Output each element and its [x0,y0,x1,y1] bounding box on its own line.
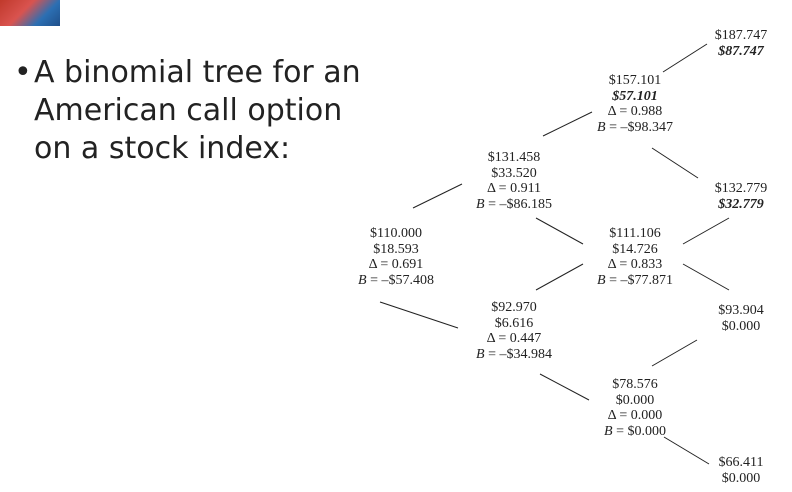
tree-node-up: $131.458 $33.520 Δ = 0.911 B = –$86.185 [459,150,569,212]
tree-edge [412,183,463,209]
node-option-value: $0.000 [615,392,655,408]
bullet-text: A binomial tree for an American call opt… [34,54,361,168]
node-stock-price: $78.576 [612,377,658,392]
b-label: B [476,346,485,362]
node-delta: Δ = 0.000 [607,408,663,423]
node-delta: Δ = 0.691 [368,257,424,272]
node-b-value: B = $0.000 [580,424,690,440]
node-stock-price: $92.970 [491,300,537,315]
node-stock-price: $66.411 [718,455,764,470]
b-label: B [597,272,606,288]
tree-node-terminal-2: $132.779 $32.779 [686,181,792,212]
node-stock-price: $93.904 [718,303,764,318]
tree-node-up-up: $157.101 $57.101 Δ = 0.988 B = –$98.347 [580,73,690,135]
tree-node-down-down: $78.576 $0.000 Δ = 0.000 B = $0.000 [580,377,690,439]
b-label: B [597,119,606,135]
node-b-value: B = –$34.984 [459,347,569,363]
node-option-value-exercise: $32.779 [718,196,764,212]
tree-node-down: $92.970 $6.616 Δ = 0.447 B = –$34.984 [459,300,569,362]
node-option-value: $0.000 [721,318,761,334]
corner-logo [0,0,60,26]
node-stock-price: $111.106 [609,226,661,241]
node-delta: Δ = 0.988 [607,104,663,119]
bullet-line-3: on a stock index: [34,131,291,166]
tree-edge [379,301,459,329]
tree-node-terminal-4: $66.411 $0.000 [686,455,792,486]
node-option-value: $33.520 [491,165,537,181]
bullet-dot: • [14,55,32,90]
node-b-amount: = –$98.347 [609,119,673,135]
tree-edge [542,111,593,137]
tree-edge [539,373,590,401]
node-option-value: $0.000 [721,470,761,486]
tree-edge [682,263,730,291]
tree-edge [682,217,730,245]
bullet-line-1: A binomial tree for an [34,55,361,90]
node-b-value: B = –$98.347 [580,120,690,136]
tree-edge [651,339,698,367]
tree-node-root: $110.000 $18.593 Δ = 0.691 B = –$57.408 [341,226,451,288]
node-delta: Δ = 0.833 [607,257,663,272]
tree-node-terminal-3: $93.904 $0.000 [686,303,792,334]
tree-edge [651,147,699,179]
tree-edge [535,263,584,291]
tree-node-up-down: $111.106 $14.726 Δ = 0.833 B = –$77.871 [580,226,690,288]
node-option-value: $14.726 [612,241,658,257]
node-option-value: $6.616 [494,315,534,331]
node-delta: Δ = 0.911 [486,181,542,196]
node-option-value: $18.593 [373,241,419,257]
tree-node-terminal-1: $187.747 $87.747 [686,28,792,59]
node-stock-price: $131.458 [487,150,541,165]
b-label: B [476,196,485,212]
b-label: B [358,272,367,288]
node-b-amount: = $0.000 [616,423,666,439]
node-b-value: B = –$57.408 [341,273,451,289]
node-delta: Δ = 0.447 [486,331,542,346]
node-b-amount: = –$86.185 [488,196,552,212]
node-option-value-exercise: $87.747 [718,43,764,59]
node-stock-price: $157.101 [608,73,662,88]
node-option-value-exercise: $57.101 [612,88,658,104]
node-stock-price: $110.000 [370,226,422,241]
tree-edge [535,217,584,245]
node-b-value: B = –$77.871 [580,273,690,289]
node-stock-price: $132.779 [714,181,768,196]
tree-edge [663,436,710,465]
b-label: B [604,423,613,439]
node-b-amount: = –$57.408 [370,272,434,288]
node-b-amount: = –$34.984 [488,346,552,362]
node-b-value: B = –$86.185 [459,197,569,213]
node-b-amount: = –$77.871 [609,272,673,288]
bullet-line-2: American call option [34,93,343,128]
node-stock-price: $187.747 [714,28,768,43]
tree-edge [662,43,708,73]
